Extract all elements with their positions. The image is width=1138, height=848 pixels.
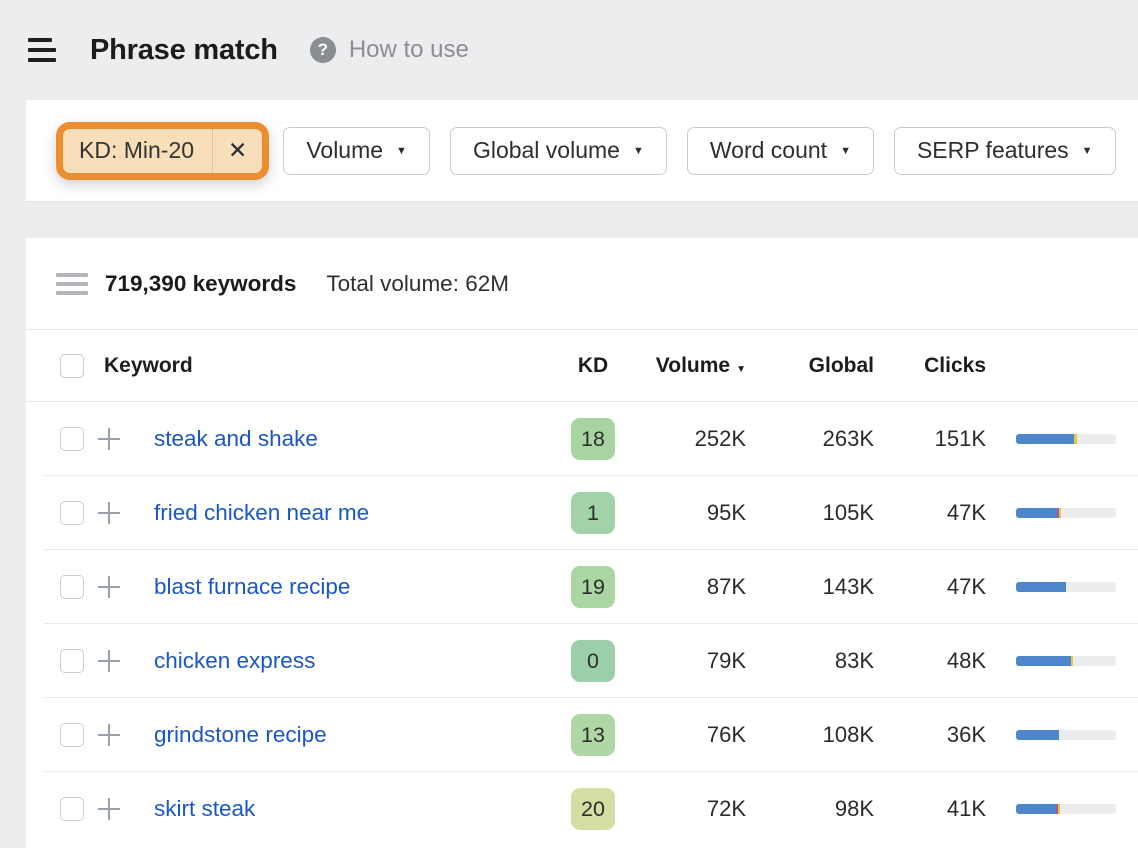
clicks-value: 41K [946,796,986,821]
row-checkbox[interactable] [60,649,84,673]
column-header-kd[interactable]: KD [577,353,609,377]
kd-badge: 19 [571,566,615,608]
filter-dropdown-button[interactable]: Volume ▼ [283,126,430,175]
filter-dropdown-button[interactable]: Global volume ▼ [449,126,667,175]
list-options-icon[interactable] [56,272,88,295]
kd-badge: 1 [571,492,615,534]
global-value: 108K [822,722,874,747]
stats-row: 719,390 keywords Total volume: 62M [26,238,1138,330]
row-checkbox[interactable] [60,427,84,451]
volume-value: 95K [706,500,746,525]
keyword-link[interactable]: grindstone recipe [154,722,327,747]
chip-divider [212,128,214,173]
keyword-link[interactable]: steak and shake [154,426,318,451]
column-header-keyword[interactable]: Keyword [104,353,193,377]
top-header: Phrase match ? How to use [0,0,1138,100]
clicks-distribution-bar [1016,656,1116,666]
column-header-clicks[interactable]: Clicks [924,353,986,377]
clicks-distribution-bar [1016,434,1116,444]
add-to-list-icon[interactable] [98,576,120,598]
chevron-down-icon: ▼ [1081,144,1093,157]
volume-value: 72K [706,796,746,821]
clicks-value: 36K [946,722,986,747]
add-to-list-icon[interactable] [98,428,120,450]
filter-dropdown-button[interactable]: SERP features ▼ [893,126,1116,175]
clicks-distribution-bar [1016,582,1116,592]
keywords-count: 719,390 keywords [105,270,297,296]
filter-dropdown-label: Global volume [472,137,620,163]
global-value: 98K [834,796,874,821]
add-to-list-icon[interactable] [98,502,120,524]
add-to-list-icon[interactable] [98,650,120,672]
kd-badge: 18 [571,418,615,460]
volume-value: 76K [706,722,746,747]
row-checkbox[interactable] [60,575,84,599]
table-row: steak and shake 18 252K 263K 151K [26,402,1138,476]
volume-value: 87K [706,574,746,599]
add-to-list-icon[interactable] [98,724,120,746]
how-to-use-link[interactable]: How to use [348,36,469,63]
table-row: blast furnace recipe 19 87K 143K 47K [26,550,1138,624]
keyword-link[interactable]: blast furnace recipe [154,574,351,599]
global-value: 83K [834,648,874,673]
total-volume: Total volume: 62M [326,270,509,296]
global-value: 263K [822,426,874,451]
filter-dropdown-label: Volume [306,137,384,163]
chevron-down-icon: ▼ [632,144,644,157]
clicks-distribution-bar [1016,804,1116,814]
filter-dropdown-button[interactable]: Word count ▼ [686,126,874,175]
filter-dropdown-label: SERP features [916,137,1069,163]
clicks-value: 151K [934,426,986,451]
kd-filter-label: KD: Min-20 [79,137,195,163]
volume-value: 79K [706,648,746,673]
global-value: 143K [822,574,874,599]
filter-dropdown-label: Word count [709,137,828,163]
table-body: steak and shake 18 252K 263K 151K fried … [26,402,1138,846]
table-row: fried chicken near me 1 95K 105K 47K [26,476,1138,550]
row-checkbox[interactable] [60,723,84,747]
clicks-distribution-bar [1016,508,1116,518]
keyword-link[interactable]: fried chicken near me [154,500,370,525]
clicks-distribution-bar [1016,730,1116,740]
row-checkbox[interactable] [60,501,84,525]
kd-filter-chip[interactable]: KD: Min-20 ✕ [56,121,270,180]
table-header: Keyword KD Volume ▼ Global Clicks [26,330,1138,402]
volume-value: 252K [694,426,746,451]
hamburger-menu-icon[interactable] [28,38,56,62]
page-title: Phrase match [90,33,278,66]
remove-filter-icon[interactable]: ✕ [228,137,248,163]
clicks-value: 47K [946,574,986,599]
results-card: 719,390 keywords Total volume: 62M Keywo… [26,238,1138,848]
filter-bar: KD: Min-20 ✕ Volume ▼ Global volume ▼ Wo… [26,100,1138,202]
table-row: skirt steak 20 72K 98K 41K [26,772,1138,846]
kd-badge: 13 [571,714,615,756]
kd-badge: 20 [571,788,615,830]
keyword-link[interactable]: skirt steak [154,796,256,821]
column-header-global[interactable]: Global [808,353,874,377]
sort-descending-icon: ▼ [736,363,746,375]
table-row: grindstone recipe 13 76K 108K 36K [26,698,1138,772]
column-header-volume[interactable]: Volume ▼ [655,353,746,377]
global-value: 105K [822,500,874,525]
select-all-checkbox[interactable] [60,353,84,378]
help-icon[interactable]: ? [309,37,336,63]
table-row: chicken express 0 79K 83K 48K [26,624,1138,698]
chevron-down-icon: ▼ [840,144,851,157]
clicks-value: 48K [946,648,986,673]
chevron-down-icon: ▼ [396,144,407,157]
keyword-link[interactable]: chicken express [154,648,316,673]
row-checkbox[interactable] [60,797,84,821]
kd-badge: 0 [571,640,615,682]
add-to-list-icon[interactable] [98,798,120,820]
clicks-value: 47K [946,500,986,525]
